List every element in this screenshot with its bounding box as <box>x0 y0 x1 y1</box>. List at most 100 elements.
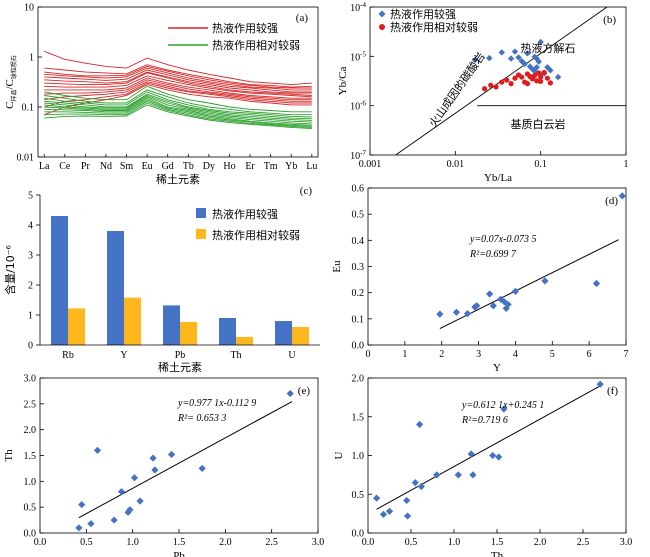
regression-equation: y=0.07x-0.073 5 <box>469 234 536 245</box>
x-tick-label: 2.0 <box>534 537 547 548</box>
x-tick-label: 5 <box>550 349 555 360</box>
data-point <box>554 73 562 81</box>
data-point <box>151 466 159 474</box>
y-tick-label: 3.0 <box>24 374 37 385</box>
y-tick-label: 1.0 <box>24 477 37 488</box>
legend-swatch <box>196 208 206 218</box>
series-line <box>44 71 312 94</box>
data-point <box>547 67 554 74</box>
y-tick-label: 1 <box>28 311 33 322</box>
plot-frame <box>37 6 319 158</box>
x-tick-label: 1.0 <box>448 537 461 548</box>
y-tick-label: 0.5 <box>352 490 365 501</box>
y-tick-label: 1.5 <box>24 451 37 462</box>
data-point <box>499 79 505 85</box>
x-tick-label: Yb <box>285 161 297 172</box>
data-point <box>87 520 95 528</box>
data-point <box>533 55 540 62</box>
regression-equation: y=0.977 1x-0.112 9 <box>177 398 256 409</box>
x-tick-label: 2 <box>439 349 444 360</box>
y-tick-base: 10 <box>350 102 360 113</box>
legend-marker <box>379 24 385 30</box>
plot-frame <box>369 6 627 156</box>
x-tick-label: Dy <box>203 161 215 172</box>
series-line <box>44 79 312 101</box>
data-point <box>473 302 481 310</box>
y-tick-label: 0 <box>28 341 33 352</box>
bar <box>107 231 124 345</box>
y-tick-label: 10-7 <box>350 149 366 162</box>
regression-equation: y=0.612 1x+0.245 1 <box>461 400 544 411</box>
data-point <box>416 420 424 429</box>
data-point <box>544 75 551 81</box>
y-tick-label: 0.5 <box>24 503 37 514</box>
data-point <box>531 53 538 60</box>
y-tick-label: 0.0 <box>24 529 37 540</box>
panel-label: (f) <box>607 385 618 397</box>
y-tick-exponent: -5 <box>360 50 366 58</box>
series-line <box>44 100 312 127</box>
data-point <box>519 74 525 80</box>
data-point <box>471 56 479 64</box>
y-tick-label: 0.0 <box>352 529 365 540</box>
x-tick-label: 0.5 <box>405 537 418 548</box>
r-squared: R²=0.719 6 <box>461 415 508 426</box>
y-tick-label: 0.1 <box>352 314 365 325</box>
y-axis-label: Eu <box>331 260 343 273</box>
y-tick-label: 0.01 <box>17 153 35 164</box>
x-tick-label: 0.0 <box>362 537 375 548</box>
bar <box>163 305 180 345</box>
data-point <box>500 298 508 306</box>
legend-label: 热液作用相对较弱 <box>212 228 300 242</box>
data-point <box>524 81 531 87</box>
x-tick-label: 1 <box>402 349 407 360</box>
data-point <box>117 488 126 496</box>
legend-label: 热液作用相对较弱 <box>212 38 300 52</box>
x-tick-label: 6 <box>587 349 592 360</box>
bar <box>292 327 309 345</box>
data-point <box>75 524 83 532</box>
panel-label: (a) <box>296 12 309 24</box>
series-line <box>44 84 312 116</box>
data-point <box>521 60 528 68</box>
y-axis-label: Yb/Ca <box>337 67 349 96</box>
panel-label: (c) <box>300 185 313 197</box>
series-line <box>44 50 312 86</box>
series-line <box>44 77 312 99</box>
y-tick-label: 10 <box>24 3 34 14</box>
y-tick-label: 4 <box>28 221 33 232</box>
y-tick-label: 1.5 <box>352 412 365 423</box>
data-point <box>524 50 531 57</box>
data-point <box>403 496 411 505</box>
series-line <box>44 65 312 89</box>
data-point <box>596 380 604 388</box>
x-tick-label: Sm <box>120 161 134 172</box>
series-line <box>44 102 312 128</box>
data-point <box>385 507 394 515</box>
region-label: 火山成因的碳酸岩 <box>426 50 488 130</box>
y-tick-label: 10-6 <box>350 100 366 113</box>
x-tick-label: 1.5 <box>491 537 504 548</box>
data-point <box>489 302 497 310</box>
data-point <box>411 479 419 487</box>
data-point <box>512 75 518 81</box>
series-line <box>44 91 312 118</box>
y-tick-base: 10 <box>350 151 360 162</box>
bar <box>275 321 292 345</box>
x-tick-label: Th <box>230 350 241 361</box>
y-tick-label: 1 <box>29 53 34 64</box>
x-tick-label: 2.0 <box>219 537 232 548</box>
series-line <box>44 81 312 102</box>
series-line <box>44 93 312 120</box>
x-axis-label: 稀土元素 <box>156 173 200 186</box>
data-point <box>526 63 534 70</box>
data-point <box>532 72 538 79</box>
y-tick-label: 10-5 <box>350 50 366 63</box>
y-tick-label: 1.0 <box>352 451 365 462</box>
x-tick-label: Pb <box>175 350 186 361</box>
bar <box>68 308 85 345</box>
series-line <box>44 85 312 113</box>
data-point <box>531 67 538 75</box>
series-line <box>44 82 312 108</box>
panel-d: 0 1 2 3 4 5 6 7 0.0 0.1 0.2 0.3 0.4 0.5 0.6 Y Eu y=0.07x-… <box>331 184 629 375</box>
